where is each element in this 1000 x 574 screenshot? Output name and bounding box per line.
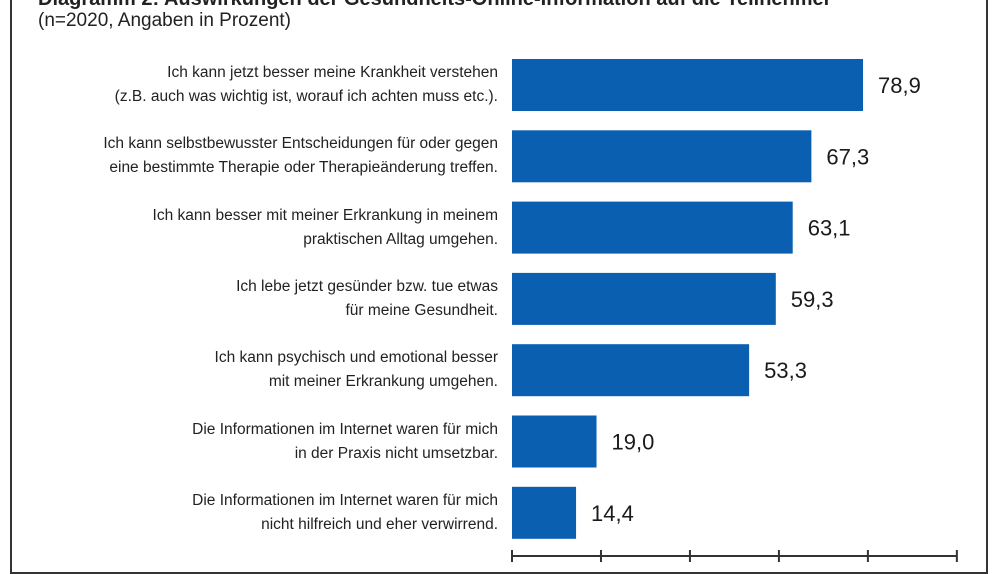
category-label-line: Die Informationen im Internet waren für … (192, 491, 498, 509)
value-label-5: 53,3 (764, 358, 807, 383)
value-label-4: 59,3 (791, 287, 834, 312)
bar-4 (512, 272, 776, 325)
category-label-3: Ich kann besser mit meiner Erkrankung in… (153, 204, 498, 252)
bar-2 (512, 130, 812, 183)
chart-title: Diagramm 2: Auswirkungen der Gesundheits… (38, 0, 831, 11)
value-label-6: 19,0 (612, 430, 655, 455)
category-label-4: Ich lebe jetzt gesünder bzw. tue etwas fü… (236, 275, 498, 323)
category-label-6: Die Informationen im Internet waren für … (192, 418, 498, 466)
category-label-line: Ich kann besser mit meiner Erkrankung in… (152, 206, 498, 224)
category-label-line: nicht hilfreich und eher verwirrend. (261, 515, 498, 533)
bar-6 (512, 415, 597, 468)
category-label-line: für meine Gesundheit. (345, 301, 498, 319)
value-label-1: 78,9 (878, 73, 921, 98)
category-label-line: eine bestimmte Therapie oder Therapieänd… (109, 159, 498, 177)
category-label-line: Ich lebe jetzt gesünder bzw. tue etwas (236, 277, 498, 295)
category-label-7: Die Informationen im Internet waren für … (192, 489, 498, 537)
category-label-5: Ich kann psychisch und emotional besser m… (215, 346, 498, 394)
category-label-line: Ich kann selbstbewusster Entscheidungen … (103, 135, 498, 153)
value-label-7: 14,4 (591, 501, 634, 526)
category-label-line: Ich kann psychisch und emotional besser (214, 349, 498, 367)
category-label-line: mit meiner Erkrankung umgehen. (268, 373, 498, 391)
bar-5 (512, 344, 750, 397)
value-label-2: 67,3 (826, 144, 869, 169)
bar-3 (512, 201, 793, 254)
category-label-line: Ich kann jetzt besser meine Krankheit ve… (167, 64, 498, 81)
category-label-2: Ich kann selbstbewusster Entscheidungen … (103, 132, 498, 180)
value-label-3: 63,1 (808, 216, 851, 241)
category-label-1: Ich kann jetzt besser meine Krankheit ve… (115, 61, 498, 109)
category-label-line: (z.B. auch was wichtig ist, worauf ich a… (114, 88, 498, 105)
bar-1 (512, 59, 863, 111)
category-label-line: in der Praxis nicht umsetzbar. (294, 444, 498, 462)
bar-7 (512, 486, 577, 539)
category-label-line: praktischen Alltag umgehen. (303, 230, 498, 248)
category-label-line: Die Informationen im Internet waren für … (192, 420, 498, 438)
chart-subtitle: (n=2020, Angaben in Prozent) (38, 10, 291, 31)
